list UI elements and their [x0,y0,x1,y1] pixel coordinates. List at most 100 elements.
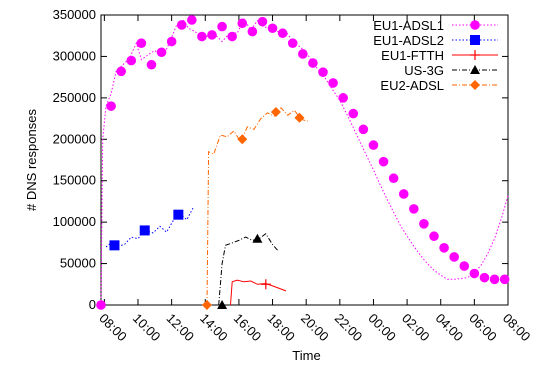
series-line-us-3g [218,232,278,306]
series-eu1-adsl2 [105,206,194,251]
legend-label: EU1-ADSL1 [373,18,444,33]
data-point-eu1-adsl1 [247,26,258,37]
plot-frame [100,14,509,306]
legend-marker [470,65,480,74]
series-eu1-ftth [230,279,287,306]
data-point-eu1-adsl1 [267,23,278,34]
data-point-eu1-adsl1 [429,231,439,242]
data-point-eu1-adsl1 [358,124,369,135]
data-point-eu1-adsl1 [449,252,459,262]
y-tick-label: 0 [89,297,96,312]
legend-entry-eu1-adsl1: EU1-ADSL1 [373,18,498,33]
legend-entry-eu2-adsl: EU2-ADSL [380,78,498,93]
data-point-eu1-adsl1 [156,47,167,58]
x-tick-label: 10:00 [130,311,164,345]
series-eu2-adsl [201,106,309,310]
y-tick-label: 250000 [53,90,96,105]
legend-marker [470,50,480,60]
data-point-eu1-adsl1 [237,18,248,29]
data-point-us-3g [252,233,263,243]
data-point-eu1-adsl1 [277,28,288,39]
legend-label: EU1-ADSL2 [373,33,444,48]
x-tick-label: 00:00 [365,311,399,345]
y-tick-label: 50000 [60,256,96,271]
data-point-eu2-adsl [270,106,281,117]
y-tick-label: 100000 [53,214,96,229]
series-eu1-adsl1 [96,15,510,310]
x-axis-label: Time [292,348,320,363]
plot-area [100,14,509,306]
data-point-eu1-adsl1 [96,300,106,310]
legend-marker [470,80,480,90]
x-tick-label: 22:00 [332,311,366,345]
data-point-eu1-adsl1 [368,140,379,150]
data-point-eu1-adsl1 [106,101,116,111]
data-point-eu1-adsl1 [126,55,137,66]
data-point-eu1-adsl1 [469,268,480,279]
data-point-eu1-adsl1 [176,20,187,30]
data-point-eu1-ftth [260,279,271,290]
data-point-eu1-adsl1 [207,30,217,40]
series-line-eu1-ftth [230,279,287,306]
x-tick-label: 14:00 [197,311,231,345]
data-point-eu1-adsl1 [146,59,157,70]
data-point-eu1-adsl2 [109,240,120,251]
data-point-eu1-adsl1 [338,93,348,103]
data-point-eu1-adsl1 [499,274,510,285]
data-point-eu1-adsl1 [166,36,177,47]
data-point-eu1-adsl2 [173,209,184,220]
data-point-us-3g [217,300,228,309]
x-tick-label: 06:00 [466,311,500,345]
x-tick-label: 12:00 [164,311,198,345]
data-point-eu1-adsl1 [257,16,268,27]
series-us-3g [217,232,278,309]
legend-label: EU1-FTTH [381,48,444,63]
data-point-eu1-adsl1 [187,15,197,25]
x-tick-label: 18:00 [264,311,298,345]
legend-marker [470,35,480,45]
x-tick-label: 04:00 [433,311,467,345]
data-point-eu1-adsl1 [227,31,237,42]
y-axis-label: # DNS responses [24,109,39,211]
x-tick-label: 16:00 [231,311,265,345]
data-point-eu1-adsl1 [348,108,359,119]
series-line-eu2-adsl [206,107,309,306]
x-tick-label: 20:00 [298,311,332,345]
data-point-eu1-adsl1 [479,272,490,283]
data-point-eu1-adsl2 [139,225,150,236]
data-point-eu1-adsl1 [298,49,308,59]
data-point-eu2-adsl [294,112,305,123]
y-tick-label: 150000 [53,173,96,188]
x-tick-label: 02:00 [399,311,433,345]
x-tick-label: 08:00 [96,311,130,345]
data-point-eu1-adsl1 [116,66,126,77]
legend-entry-eu1-ftth: EU1-FTTH [381,48,498,63]
legend-label: US-3G [404,63,444,78]
data-point-eu1-adsl1 [287,38,298,48]
legend-marker [470,20,480,30]
data-point-eu1-adsl1 [328,78,338,88]
data-point-eu2-adsl [237,134,248,145]
data-point-eu1-adsl1 [489,274,500,285]
data-point-eu1-adsl1 [409,204,419,214]
legend-entry-eu1-adsl2: EU1-ADSL2 [373,33,498,48]
data-point-eu2-adsl [201,300,212,310]
data-point-eu1-adsl1 [197,31,207,42]
data-point-eu1-adsl1 [318,67,328,77]
y-tick-label: 350000 [53,7,96,22]
data-point-eu1-adsl1 [378,156,389,167]
data-point-eu1-adsl1 [217,21,227,32]
data-point-eu1-adsl1 [439,243,449,253]
series-line-eu1-adsl1 [100,18,509,306]
data-point-eu1-adsl1 [459,261,470,271]
data-point-eu1-adsl1 [388,173,399,184]
x-tick-label: 08:00 [500,311,534,345]
series-group [96,15,510,310]
data-point-eu1-adsl1 [398,189,409,199]
y-tick-label: 300000 [53,48,96,63]
data-point-eu1-adsl1 [136,38,147,48]
legend-label: EU2-ADSL [380,78,444,93]
y-axis-ticks: 0 50000 100000 150000 200000 250000 300000 3500… [53,7,508,312]
